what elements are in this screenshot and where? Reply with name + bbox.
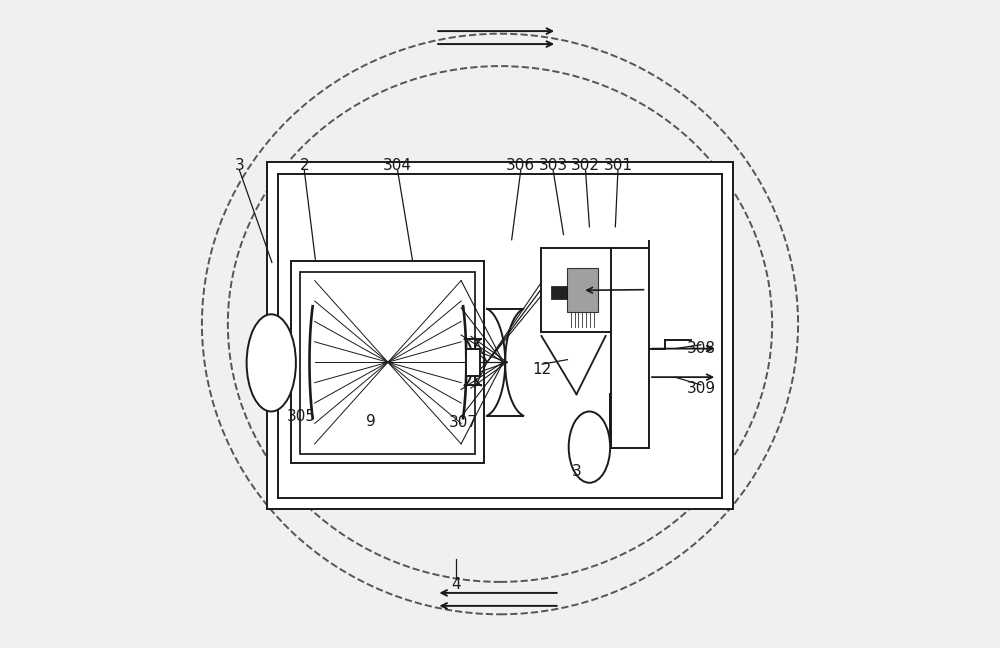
- Text: 2: 2: [299, 157, 309, 173]
- Ellipse shape: [247, 314, 296, 411]
- Bar: [541, 248, 611, 332]
- Text: 306: 306: [506, 157, 535, 173]
- Bar: [278, 174, 722, 498]
- Text: 9: 9: [366, 413, 375, 429]
- Bar: [300, 272, 475, 454]
- Text: 301: 301: [603, 157, 632, 173]
- Text: 12: 12: [532, 362, 552, 377]
- Text: 303: 303: [539, 157, 568, 173]
- Text: 307: 307: [449, 415, 478, 430]
- Ellipse shape: [569, 411, 610, 483]
- Bar: [567, 268, 598, 312]
- Text: 3: 3: [235, 157, 244, 173]
- Text: 3: 3: [572, 464, 581, 480]
- Bar: [551, 286, 567, 299]
- Text: 302: 302: [571, 157, 600, 173]
- Text: 4: 4: [451, 577, 461, 592]
- Text: 308: 308: [686, 341, 715, 356]
- Bar: [466, 349, 480, 376]
- Bar: [291, 261, 484, 463]
- Text: 304: 304: [383, 157, 412, 173]
- Text: 309: 309: [686, 381, 715, 397]
- Bar: [267, 162, 733, 509]
- Text: 305: 305: [287, 408, 316, 424]
